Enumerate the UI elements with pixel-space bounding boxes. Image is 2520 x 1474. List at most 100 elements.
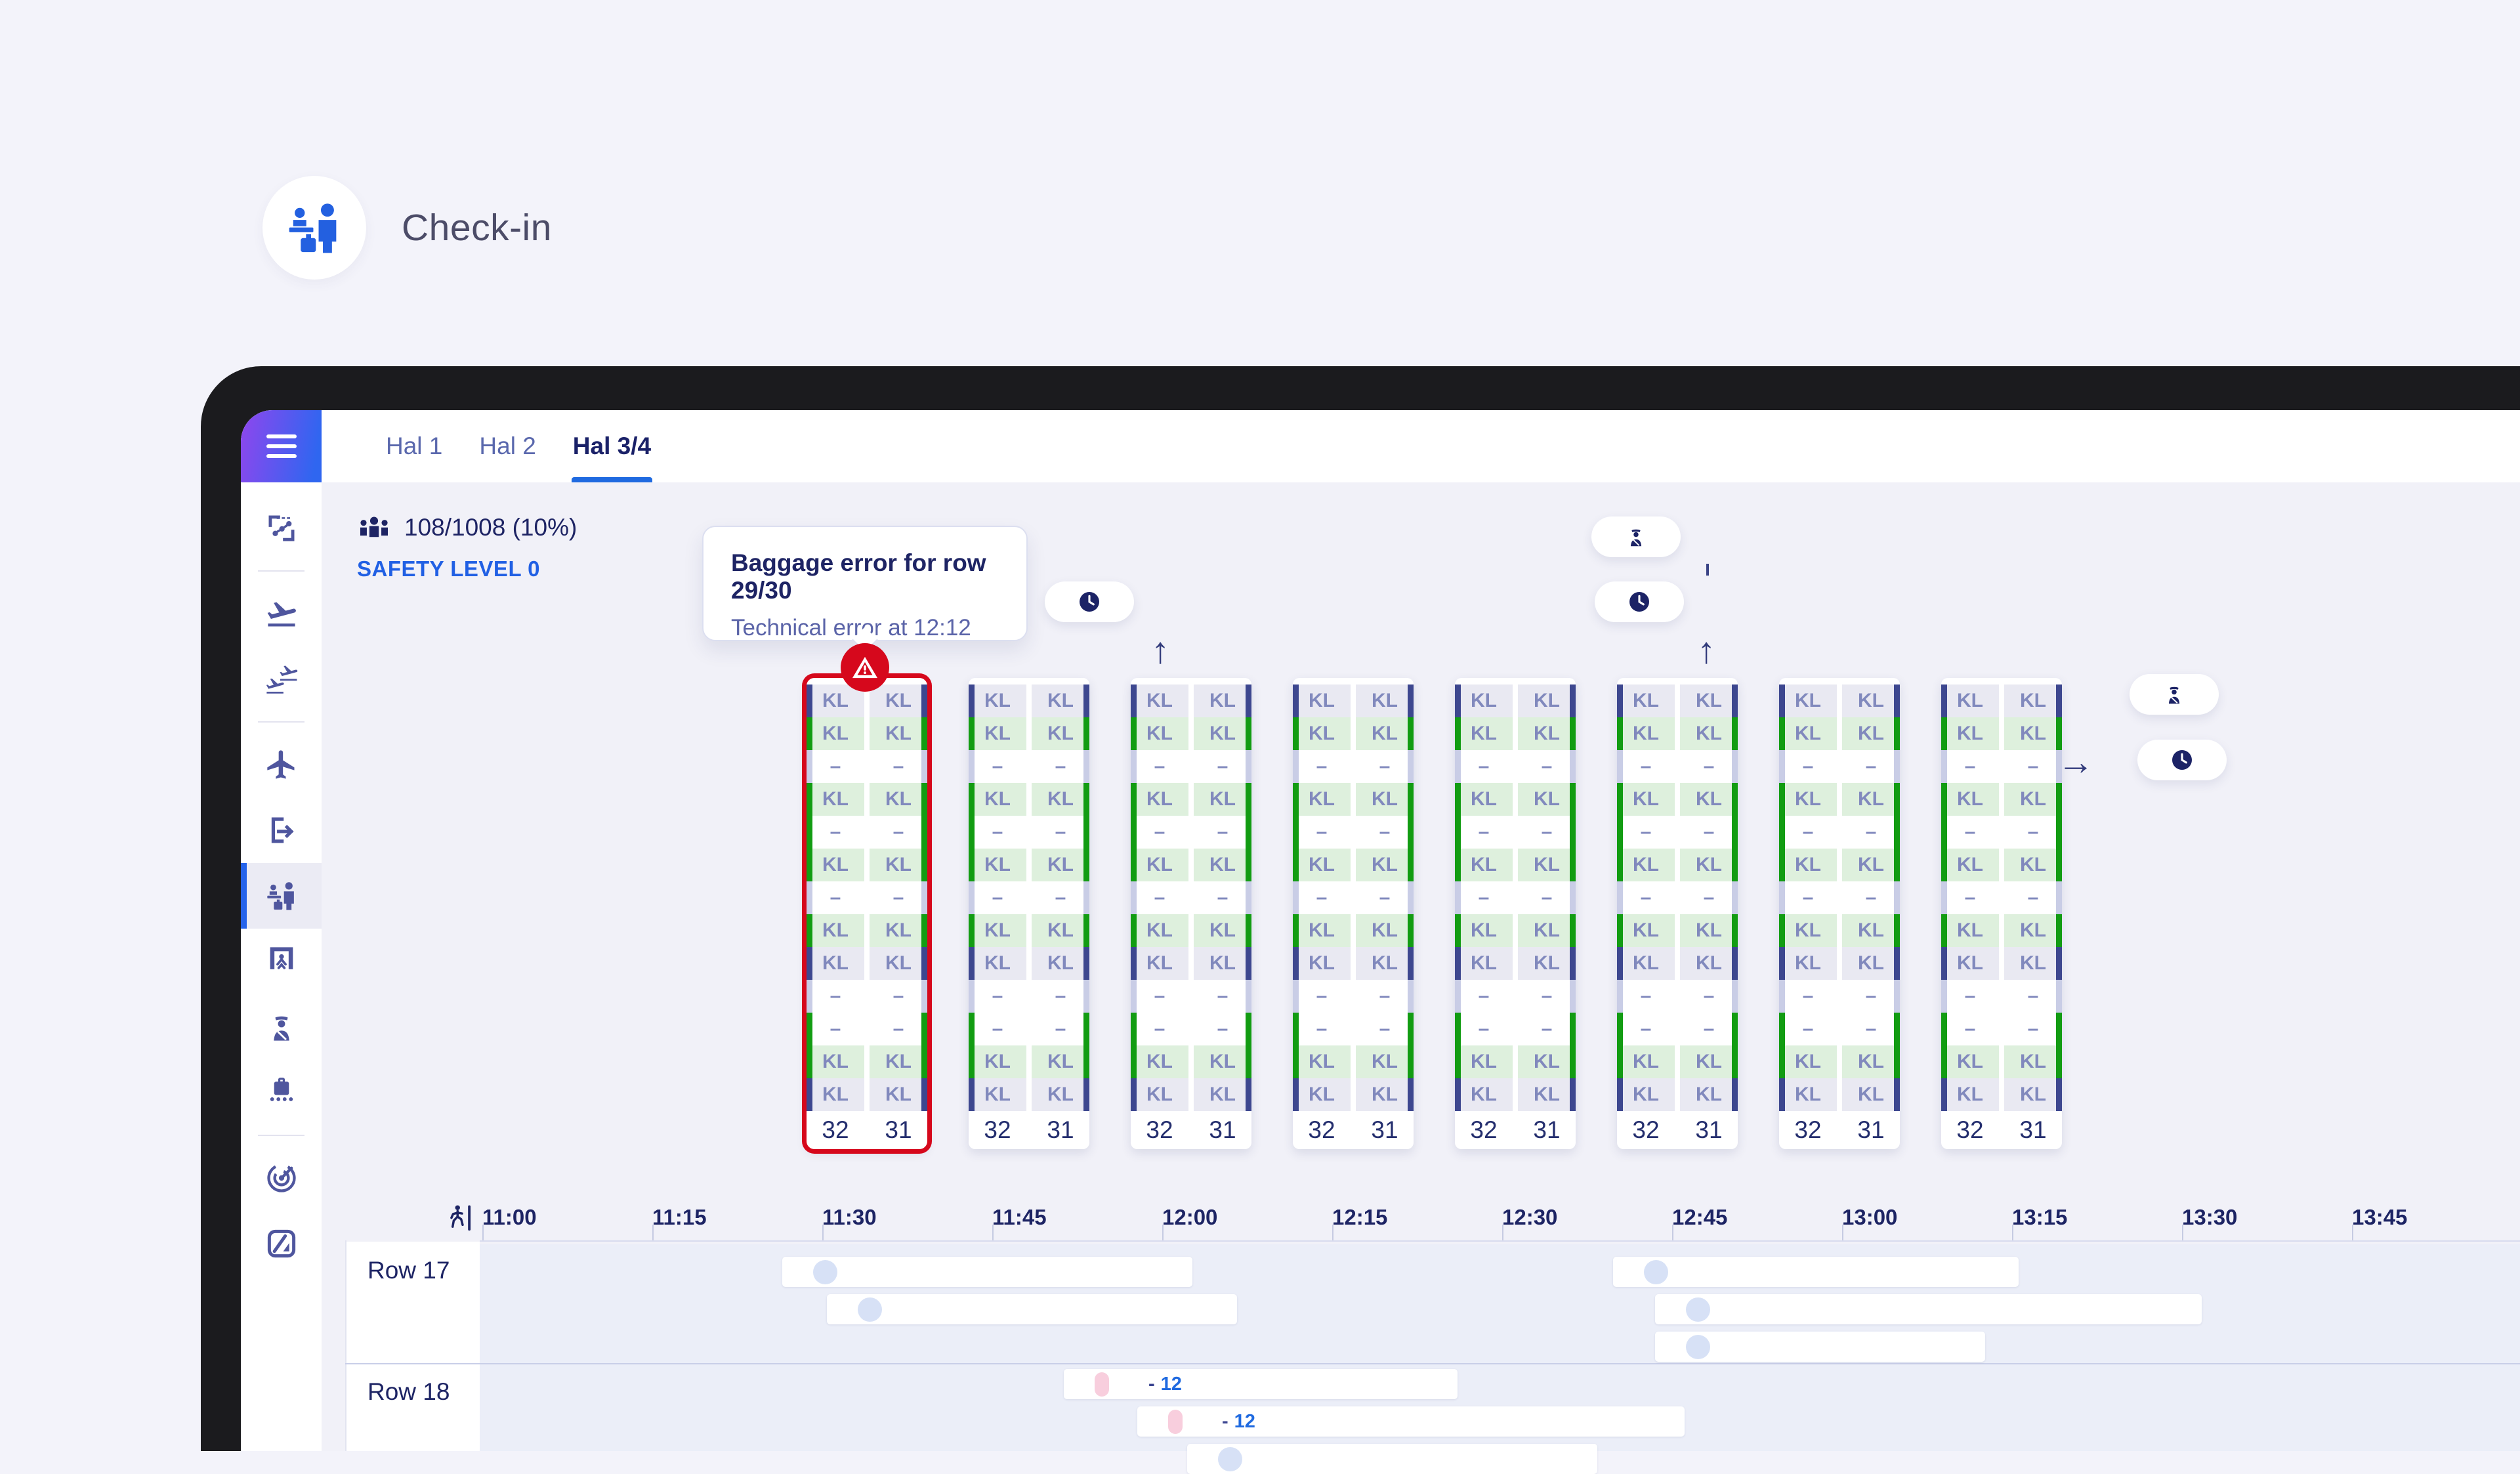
desk-slot-empty[interactable]: –	[1941, 750, 1999, 783]
desk-slot-empty[interactable]: –	[1617, 980, 1675, 1013]
desk-slot-kl[interactable]: KL	[870, 849, 927, 881]
desk-slot-kl[interactable]: KL	[1032, 783, 1089, 816]
desk-slot-kl[interactable]: KL	[1518, 684, 1576, 717]
desk-slot-empty[interactable]: –	[1032, 881, 1089, 914]
desk-slot-kl[interactable]: KL	[1779, 1045, 1837, 1078]
desk-slot-kl[interactable]: KL	[969, 717, 1026, 750]
desk-slot-kl[interactable]: KL	[969, 947, 1026, 980]
desk-slot-empty[interactable]: –	[1131, 881, 1188, 914]
desk-slot-empty[interactable]: –	[1194, 816, 1251, 849]
desk-slot-empty[interactable]: –	[1842, 1013, 1900, 1045]
desk-slot-kl[interactable]: KL	[1842, 849, 1900, 881]
sidebar-item-check-in-desk[interactable]	[241, 863, 322, 929]
desk-slot-kl[interactable]: KL	[969, 914, 1026, 947]
desk-slot-empty[interactable]: –	[1941, 816, 1999, 849]
desk-slot-kl[interactable]: KL	[969, 1078, 1026, 1111]
flight-bar-kl0984[interactable]: -12	[1064, 1369, 1458, 1399]
desk-slot-empty[interactable]: –	[1518, 1013, 1576, 1045]
desk-slot-kl[interactable]: KL	[807, 947, 864, 980]
desk-slot-kl[interactable]: KL	[969, 783, 1026, 816]
flight-bar-kl0984[interactable]	[1655, 1294, 2202, 1324]
sidebar-item-baggage-belt[interactable]	[241, 1060, 322, 1126]
desk-slot-kl[interactable]: KL	[1455, 1045, 1513, 1078]
desk-slot-empty[interactable]: –	[807, 750, 864, 783]
desk-slot-kl[interactable]: KL	[1941, 717, 1999, 750]
sidebar-item-radar[interactable]	[241, 1145, 322, 1211]
desk-slot-empty[interactable]: –	[1941, 980, 1999, 1013]
flight-bar-kl0984[interactable]	[827, 1294, 1237, 1324]
desk-slot-empty[interactable]: –	[969, 750, 1026, 783]
desk-slot-kl[interactable]: KL	[1356, 947, 1414, 980]
desk-slot-empty[interactable]: –	[1617, 750, 1675, 783]
desk-slot-empty[interactable]: –	[1941, 881, 1999, 914]
desk-slot-kl[interactable]: KL	[1356, 684, 1414, 717]
desk-slot-kl[interactable]: KL	[1941, 947, 1999, 980]
desk-slot-kl[interactable]: KL	[1455, 783, 1513, 816]
desk-slot-kl[interactable]: KL	[1293, 1045, 1351, 1078]
pill-kmar-vf3[interactable]	[1591, 516, 1681, 557]
desk-slot-kl[interactable]: KL	[1842, 914, 1900, 947]
desk-slot-empty[interactable]: –	[1455, 881, 1513, 914]
desk-slot-empty[interactable]: –	[1779, 980, 1837, 1013]
desk-slot-kl[interactable]: KL	[2004, 914, 2062, 947]
desk-slot-empty[interactable]: –	[1293, 816, 1351, 849]
desk-column-32-31[interactable]: KL KL – KL – KL – KL KL – – KL KL KL KL – KL – KL – KL KL – – KL…	[1455, 678, 1576, 1149]
desk-slot-empty[interactable]: –	[969, 1013, 1026, 1045]
desk-slot-kl[interactable]: KL	[1131, 1078, 1188, 1111]
desk-slot-empty[interactable]: –	[2004, 750, 2062, 783]
desk-slot-empty[interactable]: –	[870, 980, 927, 1013]
desk-slot-empty[interactable]: –	[1032, 750, 1089, 783]
desk-slot-kl[interactable]: KL	[1680, 1078, 1738, 1111]
sidebar-item-body-scanner[interactable]	[241, 929, 322, 994]
desk-slot-kl[interactable]: KL	[1518, 1078, 1576, 1111]
desk-slot-empty[interactable]: –	[1293, 881, 1351, 914]
desk-slot-empty[interactable]: –	[1779, 881, 1837, 914]
desk-slot-kl[interactable]: KL	[1779, 947, 1837, 980]
desk-slot-empty[interactable]: –	[807, 980, 864, 1013]
desk-slot-empty[interactable]: –	[2004, 980, 2062, 1013]
desk-slot-empty[interactable]: –	[1518, 881, 1576, 914]
desk-slot-kl[interactable]: KL	[1032, 717, 1089, 750]
desk-slot-kl[interactable]: KL	[1779, 717, 1837, 750]
desk-column-32-31[interactable]: KL KL – KL – KL – KL KL – – KL KL KL KL – KL – KL – KL KL – – KL…	[1131, 678, 1251, 1149]
desk-slot-empty[interactable]: –	[870, 750, 927, 783]
desk-slot-empty[interactable]: –	[1842, 750, 1900, 783]
desk-slot-empty[interactable]: –	[1842, 881, 1900, 914]
desk-slot-kl[interactable]: KL	[1779, 849, 1837, 881]
desk-slot-kl[interactable]: KL	[1941, 1078, 1999, 1111]
desk-slot-kl[interactable]: KL	[870, 1045, 927, 1078]
desk-slot-kl[interactable]: KL	[1194, 1045, 1251, 1078]
desk-slot-kl[interactable]: KL	[1941, 684, 1999, 717]
desk-slot-kl[interactable]: KL	[1293, 783, 1351, 816]
desk-slot-kl[interactable]: KL	[1194, 914, 1251, 947]
desk-slot-kl[interactable]: KL	[1518, 914, 1576, 947]
desk-slot-kl[interactable]: KL	[1842, 947, 1900, 980]
desk-slot-kl[interactable]: KL	[2004, 947, 2062, 980]
sidebar-item-plane-takeoff[interactable]	[241, 581, 322, 646]
desk-slot-empty[interactable]: –	[1194, 881, 1251, 914]
desk-slot-kl[interactable]: KL	[1842, 684, 1900, 717]
desk-slot-kl[interactable]: KL	[1131, 783, 1188, 816]
desk-slot-kl[interactable]: KL	[870, 783, 927, 816]
desk-slot-kl[interactable]: KL	[2004, 849, 2062, 881]
desk-slot-empty[interactable]: –	[1617, 816, 1675, 849]
desk-slot-empty[interactable]: –	[1680, 750, 1738, 783]
desk-column-32-31[interactable]: KL KL – KL – KL – KL KL – – KL KL KL KL – KL – KL – KL KL – – KL…	[969, 678, 1089, 1149]
desk-slot-empty[interactable]: –	[1842, 980, 1900, 1013]
desk-slot-kl[interactable]: KL	[1518, 947, 1576, 980]
desk-slot-empty[interactable]: –	[2004, 881, 2062, 914]
desk-slot-kl[interactable]: KL	[1194, 783, 1251, 816]
desk-slot-kl[interactable]: KL	[1617, 783, 1675, 816]
desk-slot-kl[interactable]: KL	[1356, 1078, 1414, 1111]
desk-slot-kl[interactable]: KL	[1455, 947, 1513, 980]
desk-slot-empty[interactable]: –	[870, 881, 927, 914]
desk-slot-kl[interactable]: KL	[1842, 1078, 1900, 1111]
desk-slot-kl[interactable]: KL	[1356, 1045, 1414, 1078]
desk-slot-empty[interactable]: –	[1356, 1013, 1414, 1045]
desk-column-32-31[interactable]: KL KL – KL – KL – KL KL – – KL KL KL KL – KL – KL – KL KL – – KL…	[1941, 678, 2062, 1149]
desk-slot-kl[interactable]: KL	[1131, 717, 1188, 750]
desk-slot-kl[interactable]: KL	[870, 947, 927, 980]
desk-slot-kl[interactable]: KL	[1518, 783, 1576, 816]
desk-slot-empty[interactable]: –	[1518, 750, 1576, 783]
desk-slot-kl[interactable]: KL	[1680, 947, 1738, 980]
